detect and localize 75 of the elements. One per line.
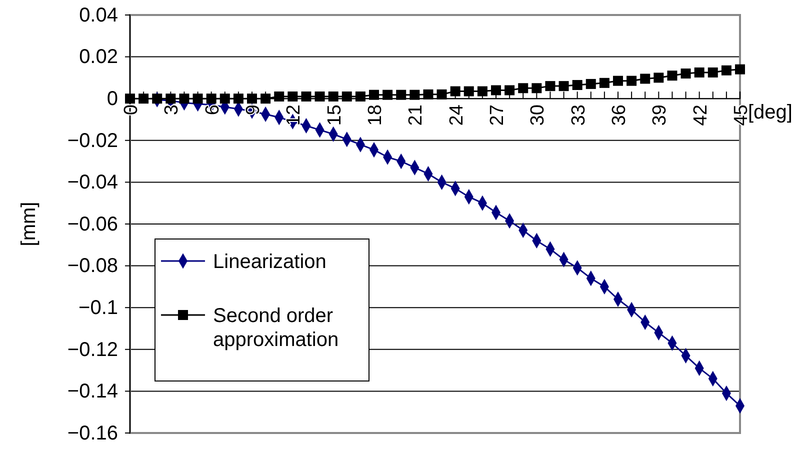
point — [545, 81, 556, 92]
x-tick-label: 27 — [487, 104, 508, 126]
y-tick-label: 0.02 — [79, 46, 118, 68]
y-tick-label: −0.06 — [67, 213, 118, 236]
point — [667, 70, 678, 81]
y-tick-label: −0.16 — [67, 422, 118, 444]
point — [125, 94, 135, 104]
point — [314, 92, 325, 102]
point — [233, 94, 244, 104]
point — [708, 67, 718, 78]
point — [721, 65, 732, 76]
y-tick-label: −0.04 — [67, 172, 118, 194]
y-tick-label: −0.08 — [67, 255, 118, 278]
point — [328, 92, 338, 102]
point — [518, 83, 528, 94]
point — [166, 94, 176, 104]
x-tick-label: 0 — [121, 104, 142, 116]
point — [288, 92, 298, 102]
point — [260, 94, 271, 104]
point — [477, 86, 488, 96]
y-tick-label: 0.04 — [79, 4, 118, 26]
point — [680, 68, 691, 79]
point — [532, 83, 542, 94]
point — [369, 90, 379, 100]
point — [436, 89, 447, 100]
x-tick-label: 9 — [243, 104, 264, 116]
point — [396, 90, 406, 100]
x-tick-label: 3 — [162, 104, 183, 116]
x-tick-label: 36 — [609, 104, 630, 126]
point — [247, 94, 257, 104]
point — [152, 94, 162, 104]
point — [138, 94, 149, 104]
y-tick-label: −0.14 — [67, 380, 118, 403]
point — [654, 72, 664, 83]
x-tick-label: 12 — [284, 104, 305, 126]
point — [179, 94, 190, 104]
point — [301, 92, 312, 102]
point — [586, 78, 596, 89]
y-tick-label: −0.12 — [67, 338, 118, 361]
point — [382, 90, 393, 100]
legend-label: Linearization — [213, 251, 326, 273]
point — [599, 78, 610, 88]
point — [694, 67, 704, 78]
point — [192, 94, 203, 104]
point — [220, 94, 230, 104]
point — [450, 86, 460, 96]
point — [410, 90, 420, 100]
point — [640, 74, 650, 84]
x-tick-label: 18 — [365, 104, 386, 126]
point — [558, 81, 569, 92]
point — [464, 86, 474, 96]
x-tick-label: 39 — [650, 104, 671, 126]
x-tick-label: 33 — [568, 104, 590, 126]
x-tick-label: 15 — [324, 104, 346, 126]
point — [504, 85, 515, 96]
y-axis-title: [mm] — [18, 202, 40, 246]
y-tick-label: −0.02 — [67, 130, 118, 152]
x-tick-label: 21 — [406, 104, 427, 126]
point — [491, 85, 501, 96]
point — [342, 92, 352, 102]
legend-label: Second order approximation — [213, 305, 339, 351]
x-tick-label: 24 — [446, 104, 468, 126]
x-tick-label: 42 — [690, 104, 712, 126]
point — [423, 89, 434, 100]
point — [572, 80, 582, 90]
point — [206, 94, 216, 104]
x-axis-title: [deg] — [748, 102, 792, 124]
x-tick-label: 6 — [202, 104, 224, 116]
point — [626, 76, 637, 86]
point — [274, 92, 284, 102]
y-tick-label: −0.1 — [78, 297, 118, 319]
point — [613, 76, 623, 86]
x-tick-label: 30 — [528, 104, 549, 126]
point — [735, 64, 745, 74]
point — [355, 92, 366, 102]
